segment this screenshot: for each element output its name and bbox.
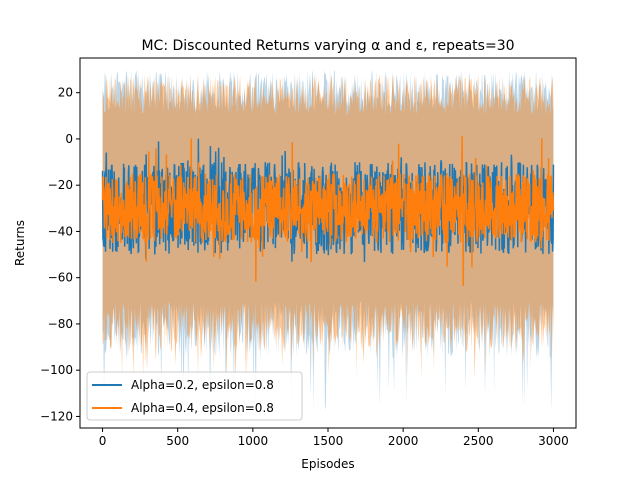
y-tick-label: 0 — [65, 132, 73, 146]
x-tick-label: 500 — [166, 434, 189, 448]
y-tick-label: −20 — [48, 178, 73, 192]
y-tick-label: −40 — [48, 224, 73, 238]
x-tick-label: 2000 — [388, 434, 419, 448]
x-tick-label: 1000 — [238, 434, 269, 448]
legend: Alpha=0.2, epsilon=0.8 Alpha=0.4, epsilo… — [86, 371, 303, 421]
y-tick-label: −60 — [48, 271, 73, 285]
x-tick-label: 2500 — [463, 434, 494, 448]
legend-label-series-2: Alpha=0.4, epsilon=0.8 — [131, 401, 274, 415]
y-tick-label: −120 — [40, 409, 73, 423]
y-axis-label: Returns — [13, 220, 27, 266]
legend-label-series-1: Alpha=0.2, epsilon=0.8 — [131, 378, 274, 392]
legend-frame — [86, 371, 303, 421]
y-tick-label: −100 — [40, 363, 73, 377]
x-tick-label: 1500 — [313, 434, 344, 448]
y-tick-label: −80 — [48, 317, 73, 331]
x-axis: 0 500 1000 1500 2000 2500 3000 — [99, 428, 569, 448]
mean-line-series-2 — [101, 136, 555, 286]
y-tick-label: 20 — [58, 86, 73, 100]
x-axis-label: Episodes — [301, 457, 354, 471]
x-tick-label: 0 — [99, 434, 107, 448]
x-tick-label: 3000 — [538, 434, 569, 448]
y-axis: −120 −100 −80 −60 −40 −20 0 20 — [40, 86, 80, 423]
chart-title: MC: Discounted Returns varying α and ε, … — [141, 38, 514, 54]
series-layer — [101, 69, 555, 412]
